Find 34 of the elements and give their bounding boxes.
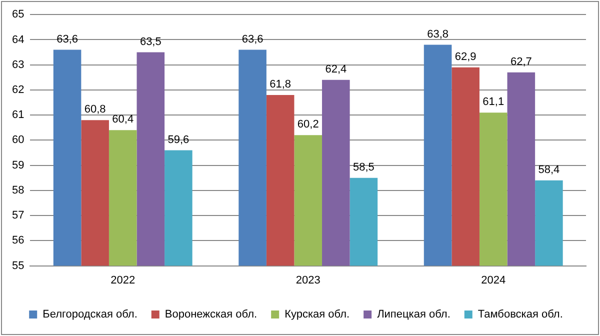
y-tick-label: 60: [12, 134, 24, 146]
y-tick-label: 65: [12, 8, 24, 21]
legend-label: Воронежская обл.: [164, 308, 258, 321]
legend-label: Тамбовская обл.: [478, 308, 563, 321]
data-label: 61,1: [482, 96, 504, 108]
data-label: 62,4: [325, 63, 347, 76]
data-label: 60,2: [297, 118, 319, 131]
y-tick-label: 62: [12, 84, 24, 96]
x-tick-label: 2023: [296, 274, 320, 286]
y-tick-label: 64: [12, 34, 24, 46]
legend-label: Белгородская обл.: [42, 308, 138, 321]
data-label: 63,6: [242, 33, 264, 46]
legend-label: Липецкая обл.: [377, 308, 450, 321]
data-label: 63,6: [56, 33, 78, 46]
x-tick-label: 2022: [110, 274, 136, 286]
data-label: 58,4: [538, 164, 560, 176]
y-tick-label: 61: [12, 109, 24, 122]
y-tick-label: 55: [12, 260, 24, 272]
legend-label: Курская обл.: [284, 308, 350, 321]
y-tick-label: 57: [12, 210, 24, 222]
data-label: 63,5: [140, 36, 162, 48]
x-tick-label: 2024: [481, 274, 506, 286]
data-label: 62,9: [454, 50, 476, 63]
y-tick-label: 59: [12, 159, 24, 172]
data-label: 59,6: [168, 134, 190, 146]
y-tick-label: 56: [12, 234, 24, 247]
y-tick-label: 63: [12, 58, 24, 71]
data-label: 61,8: [270, 78, 292, 91]
data-label: 58,5: [352, 161, 374, 174]
data-label: 60,4: [112, 114, 134, 126]
y-tick-label: 58: [12, 184, 24, 196]
data-label: 62,7: [510, 56, 532, 68]
data-label: 63,8: [427, 28, 449, 40]
data-label: 60,8: [84, 104, 106, 116]
